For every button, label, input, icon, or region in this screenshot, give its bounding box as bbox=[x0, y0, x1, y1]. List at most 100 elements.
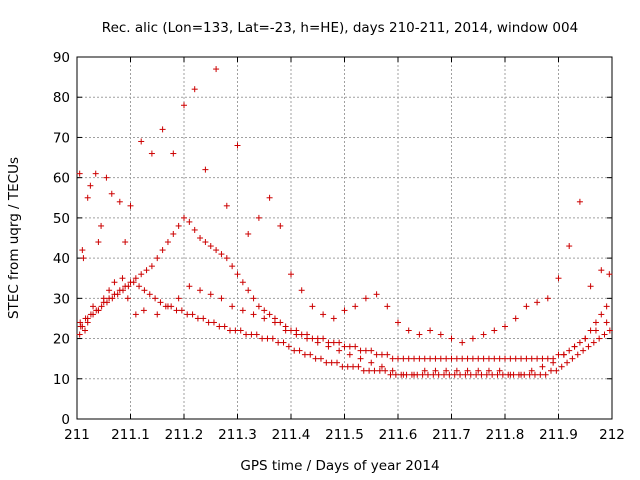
data-point bbox=[531, 371, 538, 378]
data-point bbox=[79, 247, 86, 254]
data-point bbox=[93, 307, 100, 314]
data-point bbox=[555, 275, 562, 282]
data-points bbox=[76, 66, 613, 378]
data-point bbox=[555, 351, 562, 358]
data-point bbox=[304, 331, 311, 338]
data-point bbox=[184, 311, 191, 318]
data-point bbox=[408, 371, 415, 378]
data-point bbox=[443, 367, 450, 374]
data-point bbox=[164, 239, 171, 246]
data-point bbox=[259, 335, 266, 342]
data-point bbox=[189, 311, 196, 318]
data-point bbox=[448, 335, 455, 342]
data-point bbox=[483, 371, 490, 378]
data-point bbox=[496, 367, 503, 374]
data-point bbox=[296, 347, 303, 354]
data-point bbox=[239, 279, 246, 286]
data-point bbox=[360, 367, 367, 374]
data-point bbox=[250, 311, 257, 318]
data-point bbox=[191, 86, 198, 93]
data-point bbox=[266, 311, 273, 318]
data-point bbox=[424, 371, 431, 378]
data-point bbox=[288, 327, 294, 334]
data-point bbox=[464, 367, 471, 374]
data-point bbox=[421, 367, 428, 374]
data-point bbox=[84, 319, 91, 326]
data-point bbox=[173, 307, 180, 314]
data-point bbox=[491, 327, 498, 334]
data-point bbox=[127, 202, 134, 209]
data-point bbox=[122, 239, 129, 246]
data-point bbox=[592, 319, 599, 326]
data-point bbox=[285, 343, 292, 350]
data-point bbox=[389, 355, 396, 362]
data-point bbox=[250, 295, 257, 302]
data-point bbox=[234, 142, 241, 149]
data-point bbox=[590, 339, 597, 346]
data-point bbox=[457, 371, 464, 378]
data-point bbox=[494, 371, 501, 378]
data-point bbox=[114, 291, 121, 298]
data-point bbox=[148, 150, 155, 157]
data-point bbox=[521, 371, 528, 378]
data-point bbox=[229, 303, 236, 310]
data-point bbox=[592, 327, 599, 334]
data-point bbox=[378, 363, 385, 370]
data-point bbox=[512, 315, 519, 322]
data-point bbox=[248, 331, 255, 338]
data-point bbox=[550, 355, 557, 362]
data-point bbox=[239, 307, 246, 314]
data-point bbox=[467, 371, 474, 378]
data-point bbox=[432, 367, 439, 374]
data-point bbox=[596, 335, 603, 342]
data-point bbox=[491, 355, 498, 362]
data-point bbox=[197, 235, 204, 241]
data-point bbox=[576, 198, 583, 205]
y-tick-label: 10 bbox=[53, 372, 70, 388]
data-point bbox=[320, 311, 327, 318]
data-point bbox=[232, 327, 239, 334]
data-point bbox=[336, 339, 343, 346]
data-point bbox=[136, 283, 143, 290]
data-point bbox=[341, 307, 348, 314]
data-point bbox=[464, 355, 471, 362]
y-axis-label: STEC from uqrg / TECUs bbox=[6, 157, 22, 319]
data-point bbox=[395, 355, 401, 362]
data-point bbox=[178, 307, 185, 314]
data-point bbox=[143, 267, 150, 274]
data-point bbox=[352, 343, 359, 350]
data-point bbox=[138, 138, 145, 145]
data-point bbox=[469, 355, 476, 362]
data-point bbox=[544, 355, 551, 362]
data-point bbox=[582, 335, 589, 342]
data-point bbox=[277, 222, 284, 229]
data-point bbox=[441, 371, 448, 378]
chart-title: Rec. alic (Lon=133, Lat=-23, h=HE), days… bbox=[102, 20, 578, 36]
data-point bbox=[223, 202, 230, 209]
data-point bbox=[344, 363, 351, 370]
data-point bbox=[266, 194, 273, 201]
data-point bbox=[255, 303, 262, 310]
data-point bbox=[261, 307, 268, 314]
x-tick-label: 212 bbox=[599, 427, 625, 443]
data-point bbox=[574, 351, 581, 358]
data-point bbox=[197, 287, 204, 294]
data-point bbox=[566, 243, 573, 250]
data-point bbox=[603, 319, 610, 326]
data-point bbox=[528, 367, 535, 374]
data-point bbox=[427, 355, 434, 362]
data-point bbox=[392, 371, 399, 378]
grid bbox=[77, 57, 612, 419]
data-point bbox=[485, 367, 492, 374]
data-point bbox=[181, 102, 187, 109]
data-point bbox=[560, 351, 567, 358]
data-point bbox=[421, 355, 428, 362]
data-point bbox=[124, 295, 131, 302]
data-point bbox=[346, 343, 353, 350]
data-point bbox=[459, 355, 466, 362]
y-tick-label: 40 bbox=[53, 251, 70, 267]
y-tick-label: 30 bbox=[53, 291, 70, 307]
data-point bbox=[480, 355, 487, 362]
data-point bbox=[362, 295, 369, 302]
